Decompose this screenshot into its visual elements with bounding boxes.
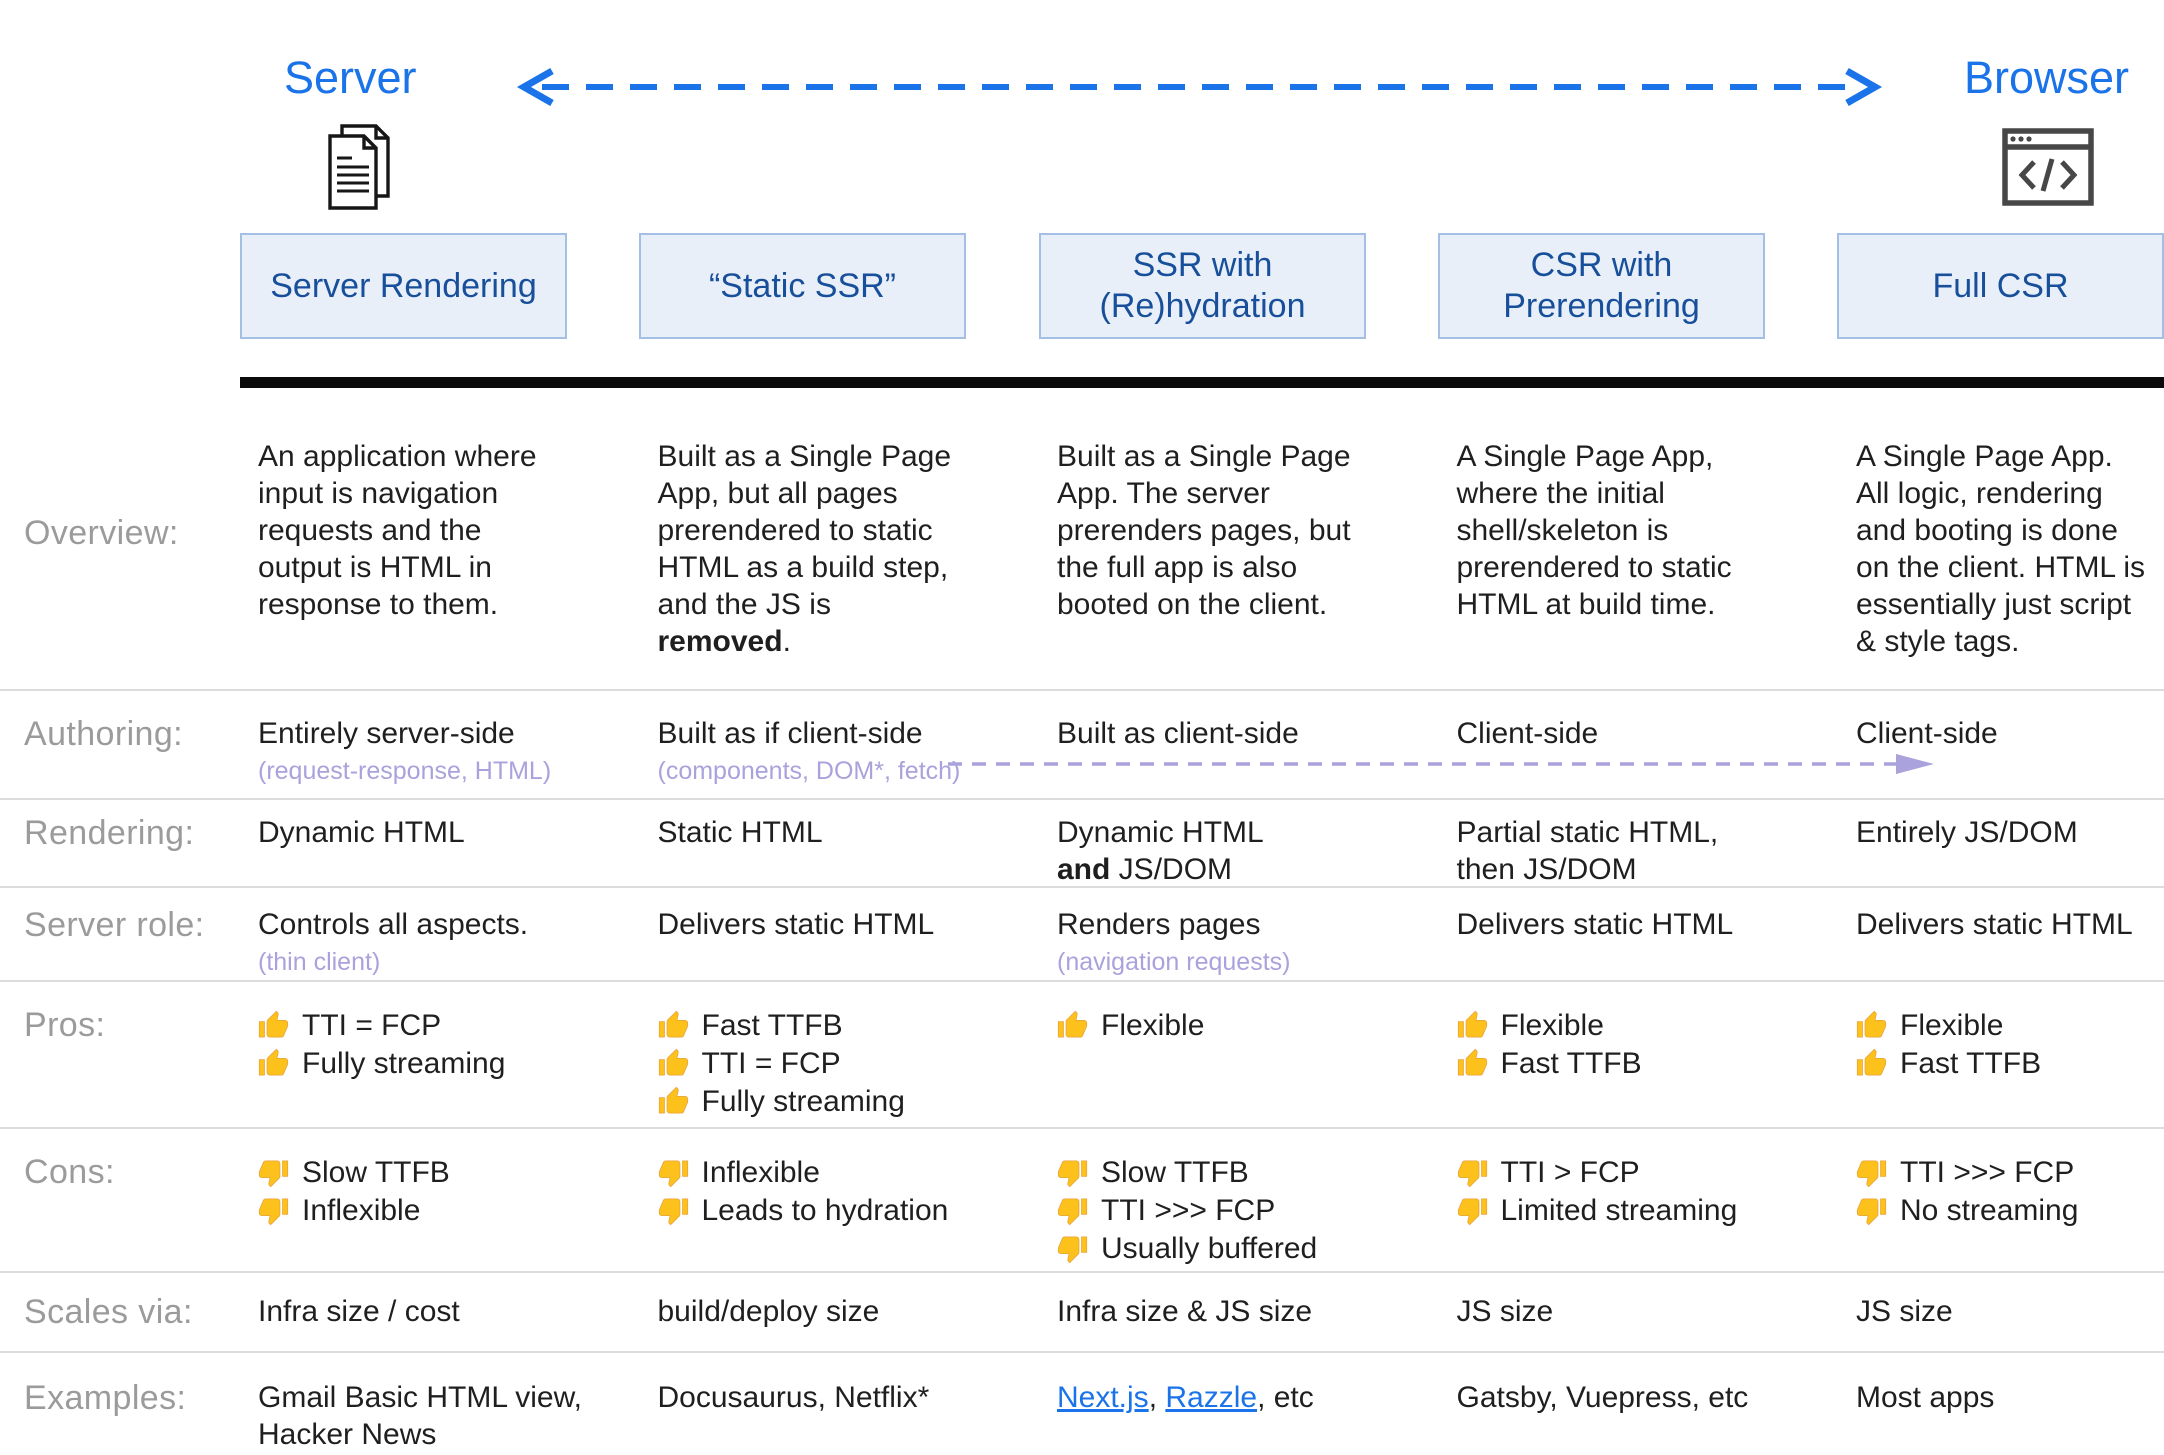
server-role-server-rendering-note: (thin client) [258,948,381,976]
thumbs-down-icon [658,1197,688,1225]
thumbs-down-icon [1057,1159,1088,1187]
pros-static-ssr: Fast TTFB TTI = FCP Fully streaming [640,982,1040,1120]
rendering-ssr-rehydration: Dynamic HTML and JS/DOM [1057,816,1264,886]
rendering-full-csr: Entirely JS/DOM [1856,816,2078,849]
cons-server-rendering: Slow TTFB Inflexible [240,1129,640,1229]
row-cons: Cons: Slow TTFB Inflexible Inflexible Le… [0,1127,2164,1271]
thumbs-down-icon [658,1159,688,1187]
thumbs-up-icon [1856,1048,1887,1076]
rendering-server-rendering: Dynamic HTML [258,816,465,849]
thumbs-up-icon [258,1048,289,1076]
thumbs-up-icon [658,1010,688,1038]
scales-ssr-rehydration: Infra size & JS size [1057,1295,1313,1328]
overview-full-csr: A Single Page App. All logic, rendering … [1856,440,2145,658]
examples-static-ssr: Docusaurus, Netflix* [657,1381,930,1414]
thumbs-up-icon [1457,1048,1487,1076]
column-header-static-ssr: “Static SSR” [639,233,966,339]
authoring-server-rendering: Entirely server-side (request-response, … [240,691,640,786]
scales-static-ssr: build/deploy size [657,1295,880,1328]
thumbs-up-icon [1057,1010,1088,1038]
authoring-server-rendering-note: (request-response, HTML) [258,757,552,785]
server-role-full-csr: Delivers static HTML [1856,908,2133,941]
row-label-authoring: Authoring: [24,715,183,753]
cons-csr-prerendering: TTI > FCP Limited streaming [1439,1129,1839,1229]
thumbs-down-icon [1856,1197,1887,1225]
column-header-ssr-rehydration: SSR with (Re)hydration [1039,233,1366,339]
thumbs-down-icon [1856,1159,1887,1187]
examples-server-rendering: Gmail Basic HTML view, Hacker News [258,1381,582,1451]
scales-full-csr: JS size [1856,1295,1953,1328]
overview-server-rendering: An application where input is navigation… [258,440,537,621]
thumbs-down-icon [258,1159,289,1187]
server-role-server-rendering: Controls all aspects. (thin client) [240,888,640,977]
examples-full-csr: Most apps [1856,1381,1995,1414]
row-label-pros: Pros: [24,1006,106,1044]
row-label-server-role: Server role: [24,906,205,944]
row-label-cons: Cons: [24,1153,115,1191]
pros-ssr-rehydration: Flexible [1039,982,1439,1044]
overview-ssr-rehydration: Built as a Single Page App. The server p… [1057,440,1351,621]
overview-csr-prerendering: A Single Page App, where the initial she… [1456,440,1732,621]
scales-csr-prerendering: JS size [1456,1295,1554,1328]
authoring-csr-prerendering: Client-side [1456,717,1599,750]
thumbs-down-icon [1057,1197,1088,1225]
documents-icon [328,124,390,210]
razzle-link[interactable]: Razzle [1165,1381,1258,1414]
server-role-ssr-rehydration: Renders pages (navigation requests) [1039,888,1439,977]
row-label-overview: Overview: [24,514,179,552]
thumbs-up-icon [658,1048,688,1076]
row-scales-via: Scales via: Infra size / cost build/depl… [0,1271,2164,1351]
server-browser-arrow-icon [516,67,1883,107]
nextjs-link[interactable]: Next.js [1057,1381,1149,1414]
rendering-static-ssr: Static HTML [657,816,823,849]
cons-full-csr: TTI >>> FCP No streaming [1838,1129,2164,1229]
authoring-static-ssr-note: (components, DOM*, fetch) [657,757,961,785]
pros-full-csr: Flexible Fast TTFB [1838,982,2164,1082]
thumbs-up-icon [1856,1010,1887,1038]
authoring-static-ssr: Built as if client-side (components, DOM… [640,691,1040,786]
thumbs-down-icon [1057,1235,1088,1263]
row-label-examples: Examples: [24,1379,187,1417]
column-header-full-csr: Full CSR [1837,233,2164,339]
thumbs-up-icon [1457,1010,1487,1038]
rendering-csr-prerendering: Partial static HTML, then JS/DOM [1456,816,1719,886]
examples-csr-prerendering: Gatsby, Vuepress, etc [1456,1381,1749,1414]
row-pros: Pros: TTI = FCP Fully streaming Fast TTF… [0,980,2164,1127]
thumbs-down-icon [258,1197,289,1225]
cons-ssr-rehydration: Slow TTFB TTI >>> FCP Usually buffered [1039,1129,1439,1267]
row-examples: Examples: Gmail Basic HTML view, Hacker … [0,1351,2164,1455]
examples-ssr-rehydration: Next.js, Razzle, etc [1057,1381,1314,1414]
thumbs-up-icon [258,1010,289,1038]
column-header-csr-prerendering: CSR with Prerendering [1438,233,1765,339]
row-rendering: Rendering: Dynamic HTML Static HTML Dyna… [0,798,2164,886]
row-server-role: Server role: Controls all aspects. (thin… [0,886,2164,980]
thumbs-down-icon [1457,1159,1487,1187]
thumbs-up-icon [658,1086,688,1114]
pros-csr-prerendering: Flexible Fast TTFB [1439,982,1839,1082]
server-label: Server [284,52,417,103]
column-header-server-rendering: Server Rendering [240,233,567,339]
authoring-flow-arrow-icon [948,754,1934,774]
server-role-static-ssr: Delivers static HTML [657,908,935,941]
thumbs-down-icon [1457,1197,1487,1225]
row-overview: Overview: An application where input is … [0,388,2164,689]
browser-window-icon [2002,128,2094,206]
server-role-ssr-rehydration-note: (navigation requests) [1057,948,1291,976]
authoring-full-csr: Client-side [1856,717,1998,750]
comparison-table: Overview: An application where input is … [0,388,2164,1455]
authoring-ssr-rehydration: Built as client-side [1057,717,1299,750]
cons-static-ssr: Inflexible Leads to hydration [640,1129,1040,1229]
browser-label: Browser [1964,52,2130,103]
row-label-rendering: Rendering: [24,814,195,852]
header-divider-bar [240,377,2164,388]
row-authoring: Authoring: Entirely server-side (request… [0,689,2164,798]
row-label-scales-via: Scales via: [24,1293,193,1331]
overview-static-ssr: Built as a Single Page App, but all page… [657,440,952,658]
server-role-csr-prerendering: Delivers static HTML [1456,908,1734,941]
scales-server-rendering: Infra size / cost [258,1295,460,1328]
pros-server-rendering: TTI = FCP Fully streaming [240,982,640,1082]
